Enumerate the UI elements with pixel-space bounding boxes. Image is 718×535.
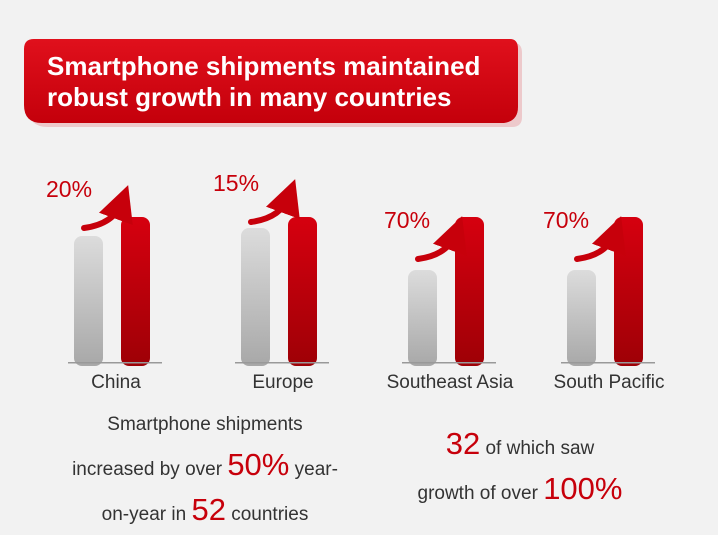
highlight-32: 32	[445, 426, 481, 461]
growth-arrow-3	[574, 216, 626, 262]
bar-after-2	[455, 217, 484, 366]
title-banner: Smartphone shipments maintained robust g…	[22, 37, 522, 127]
bar-after-3	[614, 217, 643, 366]
growth-label-0: 20%	[46, 176, 93, 202]
bar-before-1	[241, 228, 270, 366]
growth-arrow-0	[81, 185, 133, 231]
growth-label-2: 70%	[384, 207, 431, 233]
bar-after-0	[121, 217, 150, 366]
bar-after-1	[288, 217, 317, 366]
summary-right: 32 of which saw growth of over 100%	[390, 424, 650, 514]
baseline-0	[68, 362, 162, 364]
bar-before-2	[408, 270, 437, 366]
highlight-100pct: 100%	[543, 471, 623, 506]
summary-left-line3: on-year in 52 countries	[101, 492, 309, 527]
growth-arrow-1	[248, 179, 300, 225]
growth-arrow-2	[415, 216, 467, 262]
chart-marks	[68, 179, 655, 366]
banner-title: Smartphone shipments maintained robust g…	[47, 51, 517, 113]
banner-shape	[24, 39, 522, 127]
summary-right-line1: 32 of which saw	[445, 426, 595, 461]
bar-before-3	[567, 270, 596, 366]
category-label-0: China	[91, 372, 141, 393]
baseline-2	[402, 362, 496, 364]
bar-before-0	[74, 236, 103, 366]
growth-label-3: 70%	[543, 207, 590, 233]
summary-left-line2: increased by over 50% year-	[72, 447, 338, 482]
highlight-52: 52	[191, 492, 226, 527]
baseline-1	[235, 362, 329, 364]
growth-label-1: 15%	[213, 170, 260, 196]
baseline-3	[561, 362, 655, 364]
category-label-3: South Pacific	[553, 372, 665, 393]
banner-title-line1: Smartphone shipments maintained	[47, 51, 481, 81]
banner-title-line2: robust growth in many countries	[47, 82, 452, 112]
summary-left-line1: Smartphone shipments	[107, 414, 303, 435]
highlight-50pct: 50%	[227, 447, 290, 482]
summary-right-line2: growth of over 100%	[417, 471, 623, 506]
category-label-1: Europe	[252, 372, 314, 393]
summary-left: Smartphone shipments increased by over 5…	[40, 405, 370, 535]
category-label-2: Southeast Asia	[386, 372, 514, 393]
